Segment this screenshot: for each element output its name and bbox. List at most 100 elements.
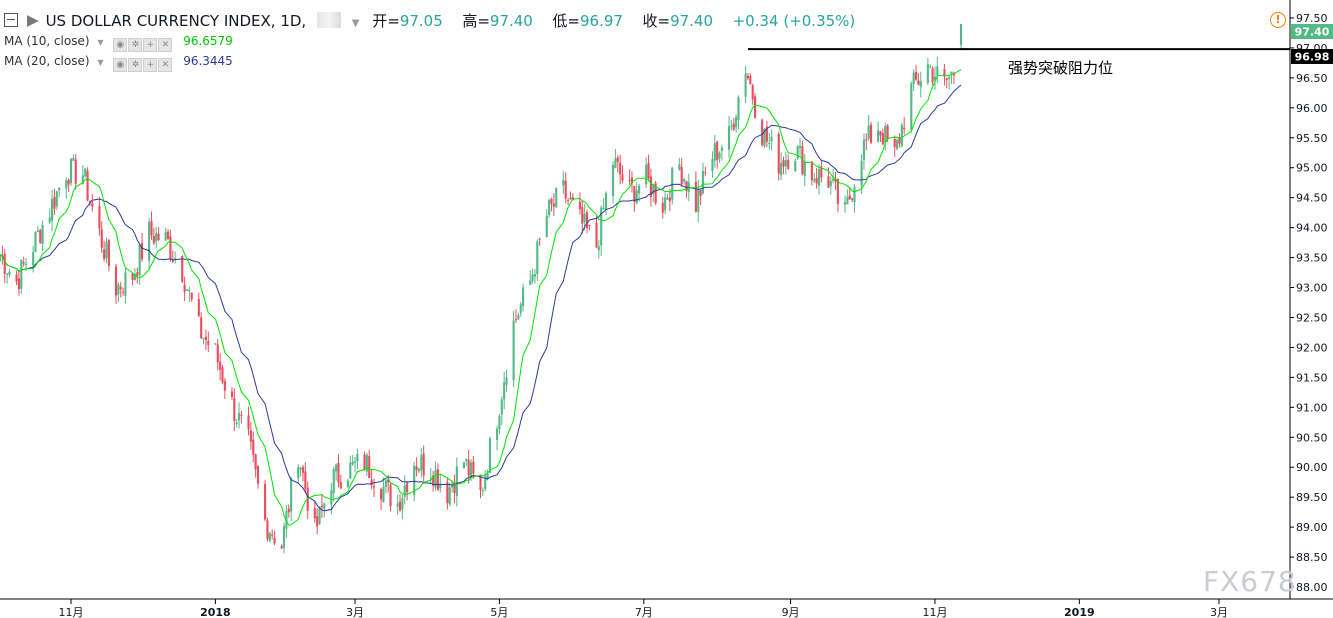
candle-body [879,131,882,136]
candle-body [157,234,160,240]
candle-body [720,147,723,151]
collapse-icon[interactable] [4,13,18,27]
candle-body [555,187,558,208]
candle-body [58,187,61,191]
candle-body [20,259,23,289]
candle-body [252,439,255,455]
collapse-arrow-icon[interactable] [26,15,39,27]
candle-body [770,136,773,142]
candle-body [138,244,141,275]
candle-body [668,197,671,202]
eye-icon[interactable]: ◉ [113,58,128,72]
candle-body [216,344,219,363]
ma10-menu-icon[interactable]: ▼ [97,38,104,47]
candle-body [207,341,210,345]
candle-body [834,178,837,182]
candle-body [751,85,754,100]
candle-body [382,486,385,503]
time-tick-label: 7月 [635,606,653,618]
candle-body [744,73,747,97]
candle-body [652,184,655,195]
candle-body [280,545,283,549]
time-axis[interactable]: 11月 2018 3月 5月 7月 9月 11月 2019 3月 [59,599,1228,618]
candle-body [950,71,953,75]
candle-body [330,490,333,505]
price-tick-label: 93.50 [1296,252,1328,265]
close-label: 收= [642,12,671,30]
candle-body [813,179,816,182]
ma10-label: MA (10, close) [4,34,90,48]
candle-body [190,292,193,300]
add-icon[interactable]: + [143,38,158,52]
candle-body [67,179,70,185]
candle-body [469,462,473,478]
add-icon[interactable]: + [143,58,158,72]
candle-body [514,319,518,321]
candle-body [74,159,77,184]
price-tick-label: 89.50 [1296,491,1328,504]
level-price-badge [1291,49,1333,64]
candle-body [304,471,307,489]
candle-body [439,483,442,489]
candle-body [323,503,326,509]
candle-body [787,160,790,169]
candle-body [335,464,338,472]
symbol-logo [316,12,341,28]
ma20-legend[interactable]: MA (20, close) ▼ ◉ ✲ + ✕ 96.3445 [4,54,233,72]
remove-icon[interactable]: ✕ [158,58,173,72]
candle-body [730,125,733,127]
candle-body [235,422,238,424]
candle-body [301,467,305,473]
candle-body [396,503,399,507]
candle-body [666,198,669,200]
candle-body [484,476,487,489]
ma10-legend[interactable]: MA (10, close) ▼ ◉ ✲ + ✕ 96.6579 [4,34,233,52]
candle-body [903,127,906,130]
ma20-menu-icon[interactable]: ▼ [97,58,104,67]
candle-body [422,453,425,476]
time-tick-label: 3月 [1210,606,1228,618]
candle-body [240,414,243,416]
candle-body [219,361,222,370]
candle-body [914,71,918,80]
low-value: 96.97 [580,12,623,30]
candle-body [185,289,189,291]
candle-body [630,177,634,184]
candle-body [768,143,771,145]
candle-body [581,207,584,224]
candle-body [661,202,664,213]
candle-body [353,461,357,463]
candle-body [611,164,615,197]
symbol-menu-icon[interactable]: ▼ [351,18,360,29]
candle-body [948,77,951,80]
candle-body [429,477,432,479]
candle-body [15,274,18,282]
candle-body [432,475,435,486]
candle-body [155,233,158,242]
candle-body [119,286,122,290]
candle-body [384,480,387,488]
price-tick-label: 92.50 [1296,311,1328,324]
candle-body [107,239,110,267]
candle-body [51,198,54,221]
price-axis[interactable]: 97.5097.0096.5096.0095.5095.0094.5094.00… [1290,12,1328,594]
candle-body [746,75,750,79]
settings-icon[interactable]: ✲ [128,38,143,52]
candle-body [498,415,501,430]
price-tick-label: 97.50 [1296,12,1328,25]
candle-body [122,291,125,293]
candle-body [164,231,167,241]
eye-icon[interactable]: ◉ [113,38,128,52]
last-price-badge [1291,24,1333,39]
candle-body [181,256,184,282]
remove-icon[interactable]: ✕ [158,38,173,52]
candle-body [711,158,714,172]
candle-body [233,398,236,421]
alert-icon[interactable]: ! [1270,12,1286,28]
candle-body [860,160,863,186]
settings-icon[interactable]: ✲ [128,58,143,72]
candle-body [417,469,421,472]
candle-body [936,66,939,76]
time-tick-label: 2019 [1064,606,1095,618]
